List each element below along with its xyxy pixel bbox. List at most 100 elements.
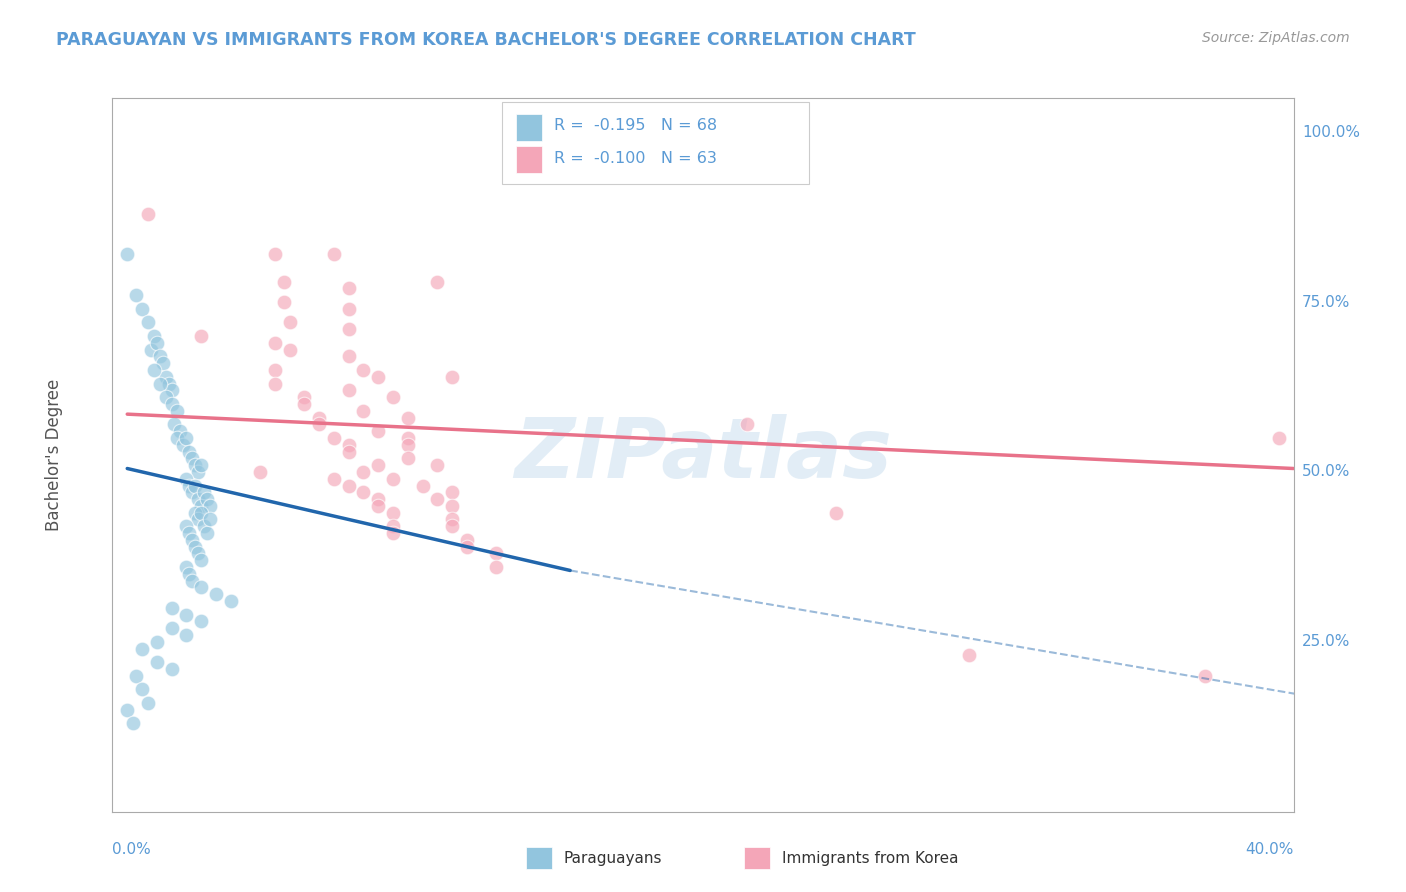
Point [136,696,159,710]
Point [337,281,360,295]
Point [166,431,188,445]
Point [273,295,295,310]
Point [264,247,287,261]
Text: R =  -0.100   N = 63: R = -0.100 N = 63 [554,151,717,166]
Text: 25.0%: 25.0% [1302,634,1350,649]
Point [174,472,197,486]
Point [352,363,374,377]
Point [441,485,464,500]
Point [292,390,315,404]
Point [155,369,177,384]
Point [957,648,980,663]
Point [396,438,419,452]
Point [456,533,478,547]
Point [278,343,301,357]
Point [382,506,405,520]
Point [382,390,405,404]
Point [187,512,209,526]
Point [441,369,464,384]
Point [441,519,464,533]
Point [187,465,209,479]
Point [181,451,204,466]
Point [187,546,209,560]
Point [131,641,153,656]
Point [157,376,180,391]
Point [193,519,215,533]
Point [219,594,242,608]
Point [264,335,287,350]
Point [181,533,204,547]
Text: Bachelor's Degree: Bachelor's Degree [45,379,63,531]
Point [456,540,478,554]
Point [337,438,360,452]
Point [155,390,177,404]
Point [426,458,449,472]
Point [174,560,197,574]
Point [149,350,172,364]
Point [396,431,419,445]
Point [367,424,389,438]
Point [181,574,204,588]
Point [426,492,449,507]
Point [352,485,374,500]
Point [264,363,287,377]
Point [323,472,346,486]
Text: 50.0%: 50.0% [1302,465,1350,479]
Point [352,465,374,479]
Point [131,301,153,316]
Point [426,275,449,289]
Point [308,410,330,425]
Text: Immigrants from Korea: Immigrants from Korea [782,851,959,865]
Point [136,207,159,221]
Point [1194,669,1216,683]
Point [382,526,405,541]
Point [146,655,169,669]
Point [485,560,508,574]
Point [190,553,212,567]
Point [187,492,209,507]
Text: 40.0%: 40.0% [1246,842,1294,857]
Text: R =  -0.195   N = 68: R = -0.195 N = 68 [554,119,717,134]
Point [337,322,360,336]
Point [441,512,464,526]
Point [139,343,162,357]
Point [737,417,759,432]
Point [824,506,846,520]
Point [169,424,191,438]
Point [184,540,207,554]
Point [142,363,165,377]
Point [292,397,315,411]
Point [337,301,360,316]
Point [166,403,188,417]
Point [174,431,197,445]
Point [396,451,419,466]
Point [179,444,201,458]
Point [117,703,138,717]
Point [184,478,207,492]
Point [190,615,212,629]
Point [146,335,169,350]
Point [264,376,287,391]
Point [122,716,145,731]
Point [367,369,389,384]
Point [179,526,201,541]
Point [160,662,183,676]
Point [205,587,228,601]
Point [184,458,207,472]
Point [125,288,148,302]
Point [441,499,464,513]
Point [367,499,389,513]
Point [174,519,197,533]
Point [146,635,169,649]
Point [337,478,360,492]
FancyBboxPatch shape [526,847,551,869]
Point [190,329,212,343]
Point [195,492,218,507]
Text: 100.0%: 100.0% [1302,125,1360,140]
FancyBboxPatch shape [502,102,810,184]
Text: 0.0%: 0.0% [112,842,152,857]
Point [273,275,295,289]
Point [367,458,389,472]
Point [190,581,212,595]
Point [337,350,360,364]
